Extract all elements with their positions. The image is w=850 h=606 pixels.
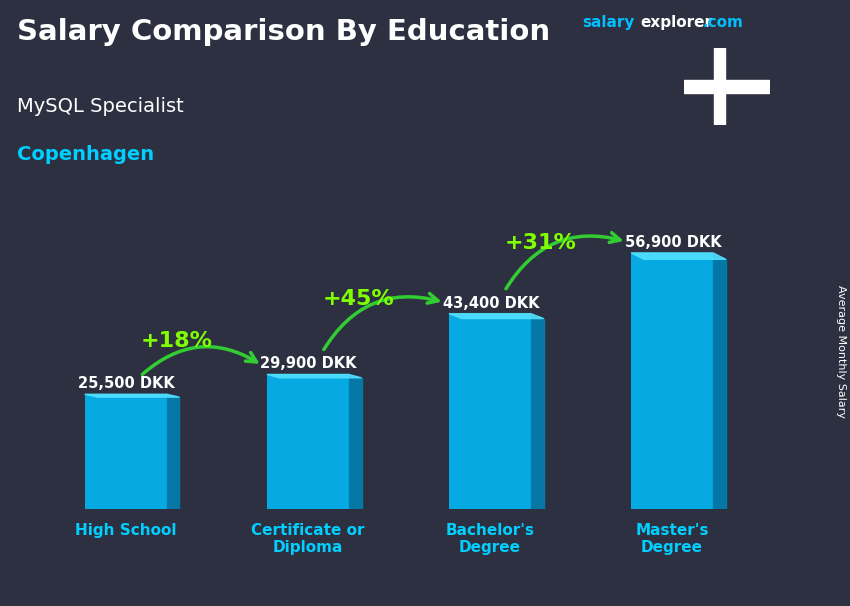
Text: +18%: +18% xyxy=(141,331,212,351)
Text: 25,500 DKK: 25,500 DKK xyxy=(78,376,175,391)
Polygon shape xyxy=(531,319,544,509)
Text: Copenhagen: Copenhagen xyxy=(17,145,154,164)
Text: 29,900 DKK: 29,900 DKK xyxy=(260,356,357,371)
Polygon shape xyxy=(85,395,179,397)
Polygon shape xyxy=(167,397,179,509)
Text: .com: .com xyxy=(703,15,744,30)
Polygon shape xyxy=(713,259,726,509)
Text: MySQL Specialist: MySQL Specialist xyxy=(17,97,184,116)
Text: salary: salary xyxy=(582,15,635,30)
Text: 56,900 DKK: 56,900 DKK xyxy=(625,235,722,250)
Bar xyxy=(267,375,348,509)
Text: +45%: +45% xyxy=(323,289,394,309)
Bar xyxy=(631,253,713,509)
Polygon shape xyxy=(348,378,361,509)
Bar xyxy=(85,395,167,509)
Bar xyxy=(449,314,531,509)
Polygon shape xyxy=(267,375,361,378)
Text: Salary Comparison By Education: Salary Comparison By Education xyxy=(17,18,550,46)
Polygon shape xyxy=(631,253,726,259)
Text: +31%: +31% xyxy=(505,233,577,253)
Text: Average Monthly Salary: Average Monthly Salary xyxy=(836,285,846,418)
Text: explorer: explorer xyxy=(640,15,712,30)
Text: 43,400 DKK: 43,400 DKK xyxy=(443,296,539,310)
Polygon shape xyxy=(449,314,544,319)
